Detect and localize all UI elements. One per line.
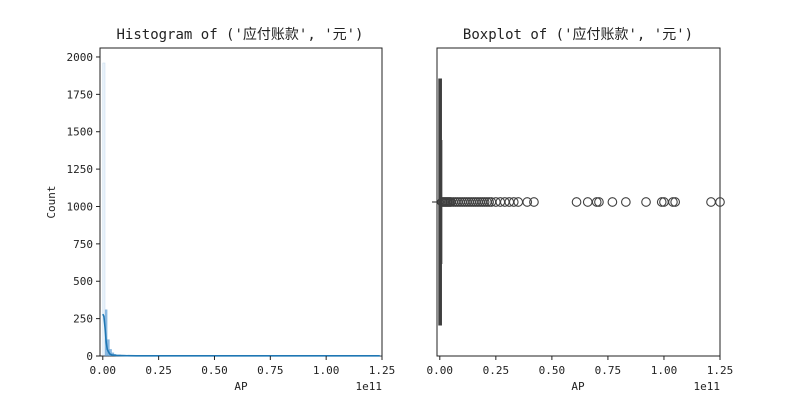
histogram-y-tick-label: 250 [73, 313, 93, 326]
boxplot-title: Boxplot of ('应付账款', '元') [463, 26, 693, 43]
boxplot-outlier-point [670, 197, 681, 207]
boxplot-outlier-point [479, 197, 490, 207]
histogram-y-tick-label: 1000 [67, 200, 94, 213]
histogram-x-label: AP [234, 380, 248, 393]
histogram-panel: Histogram of ('应付账款', '元') 0.00 0.25 0.50 0… [45, 26, 395, 393]
histogram-x-tick-label: 0.50 [201, 364, 228, 377]
histogram-y-tick-label: 2000 [67, 51, 94, 64]
boxplot-panel: Boxplot of ('应付账款', '元') 0.00 0.25 0.50 0.7… [427, 26, 734, 393]
histogram-x-ticks: 0.00 0.25 0.50 0.75 1.00 1.25 [90, 356, 396, 377]
boxplot-x-tick-label: 1.25 [707, 364, 734, 377]
boxplot-x-tick-label: 0.50 [539, 364, 566, 377]
boxplot-outlier-point [522, 197, 533, 207]
boxplot-x-tick-label: 0.25 [483, 364, 510, 377]
boxplot-outlier-point [620, 197, 631, 207]
histogram-title: Histogram of ('应付账款', '元') [116, 26, 363, 43]
boxplot-outlier-point [607, 197, 618, 207]
histogram-y-tick-label: 1750 [67, 88, 94, 101]
boxplot-outlier-point [582, 197, 593, 207]
histogram-y-tick-label: 1500 [67, 126, 94, 139]
boxplot-outlier-point [508, 197, 519, 207]
histogram-x-offset-label: 1e11 [356, 380, 383, 393]
histogram-y-label: Count [45, 185, 58, 218]
histogram-x-tick-label: 1.25 [369, 364, 396, 377]
histogram-x-tick-label: 1.00 [313, 364, 340, 377]
histogram-x-tick-label: 0.00 [90, 364, 117, 377]
histogram-y-tick-label: 500 [73, 275, 93, 288]
boxplot-outlier-point [594, 197, 604, 207]
boxplot-outlier-point [706, 197, 716, 207]
boxplot-outlier-point [641, 197, 651, 207]
boxplot-x-ticks: 0.00 0.25 0.50 0.75 1.00 1.25 [427, 356, 734, 377]
histogram-bar [102, 62, 106, 357]
histogram-x-tick-label: 0.75 [257, 364, 284, 377]
histogram-bars [102, 62, 382, 357]
boxplot-outlier-point [529, 197, 539, 207]
histogram-x-tick-label: 0.25 [145, 364, 172, 377]
histogram-kde-line [102, 313, 380, 357]
boxplot-x-tick-label: 0.75 [595, 364, 622, 377]
boxplot-outliers [437, 197, 725, 207]
boxplot-x-tick-label: 0.00 [427, 364, 454, 377]
histogram-y-tick-label: 750 [73, 238, 93, 251]
boxplot-outlier-point [715, 197, 725, 207]
boxplot-x-offset-label: 1e11 [694, 380, 721, 393]
histogram-y-tick-label: 1250 [67, 163, 94, 176]
boxplot-x-label: AP [571, 380, 585, 393]
histogram-y-ticks: 0 250 500 750 1000 1250 1500 1750 2000 [67, 51, 100, 363]
boxplot-outlier-point [571, 197, 582, 207]
histogram-y-tick-label: 0 [86, 350, 93, 363]
boxplot-x-tick-label: 1.00 [651, 364, 678, 377]
histogram-plot-frame [99, 47, 383, 357]
